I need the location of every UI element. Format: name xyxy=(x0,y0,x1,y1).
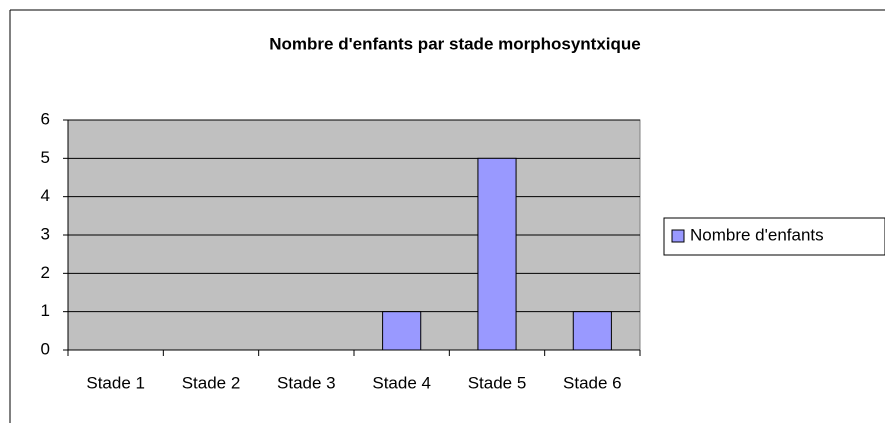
bar xyxy=(572,311,612,351)
y-tick-label: 1 xyxy=(41,301,50,320)
bar xyxy=(477,157,517,351)
y-tick-label: 2 xyxy=(41,263,50,282)
y-tick-label: 6 xyxy=(41,109,50,128)
x-tick-label: Stade 2 xyxy=(182,373,241,392)
y-tick-label: 4 xyxy=(41,186,50,205)
chart-title: Nombre d'enfants par stade morphosyntxiq… xyxy=(269,34,641,53)
y-tick-label: 0 xyxy=(41,339,50,358)
legend xyxy=(663,217,885,256)
y-tick-label: 5 xyxy=(41,148,50,167)
x-tick-label: Stade 4 xyxy=(372,373,431,392)
x-tick-label: Stade 1 xyxy=(86,373,145,392)
y-tick-label: 3 xyxy=(41,224,50,243)
x-tick-label: Stade 5 xyxy=(468,373,527,392)
legend-swatch xyxy=(671,229,685,243)
x-tick-label: Stade 3 xyxy=(277,373,336,392)
x-tick-label: Stade 6 xyxy=(563,373,622,392)
legend-label: Nombre d'enfants xyxy=(690,225,824,244)
bar xyxy=(382,311,422,351)
